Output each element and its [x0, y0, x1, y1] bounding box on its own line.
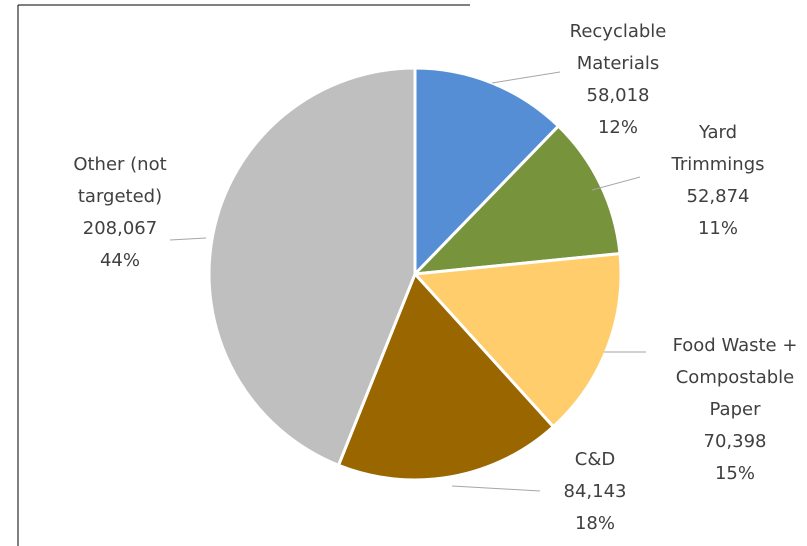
- leader-line: [591, 176, 641, 191]
- category-label: Food Waste + Compostable Paper: [672, 335, 798, 420]
- percent-label: 18%: [574, 513, 615, 534]
- percent-label: 12%: [597, 117, 638, 138]
- data-label: Other (not targeted) 208,067 44%: [55, 149, 185, 277]
- percent-label: 15%: [714, 463, 755, 484]
- percent-label: 11%: [697, 218, 738, 239]
- category-label: Recyclable Materials: [569, 21, 667, 74]
- pie: [207, 66, 623, 482]
- category-label: C&D: [574, 449, 616, 470]
- value-label: 52,874: [686, 186, 750, 207]
- pie-slice: [336, 272, 555, 482]
- leader-line: [169, 237, 207, 241]
- category-label: Other (not targeted): [73, 154, 167, 207]
- pie-slice: [413, 252, 623, 429]
- data-label: Food Waste + Compostable Paper 70,398 15%: [660, 330, 807, 490]
- pie-slice: [413, 124, 622, 276]
- leader-line: [491, 71, 561, 84]
- leader-line: [451, 485, 541, 492]
- value-label: 70,398: [703, 431, 767, 452]
- data-label: Recyclable Materials 58,018 12%: [548, 16, 688, 144]
- data-label: Yard Trimmings 52,874 11%: [663, 117, 773, 245]
- value-label: 84,143: [563, 481, 627, 502]
- data-label: C&D 84,143 18%: [545, 444, 645, 540]
- pie-slice: [207, 66, 417, 467]
- category-label: Yard Trimmings: [671, 122, 765, 175]
- value-label: 58,018: [586, 85, 650, 106]
- value-label: 208,067: [82, 218, 158, 239]
- percent-label: 44%: [99, 250, 140, 271]
- leader-lines: [169, 71, 646, 492]
